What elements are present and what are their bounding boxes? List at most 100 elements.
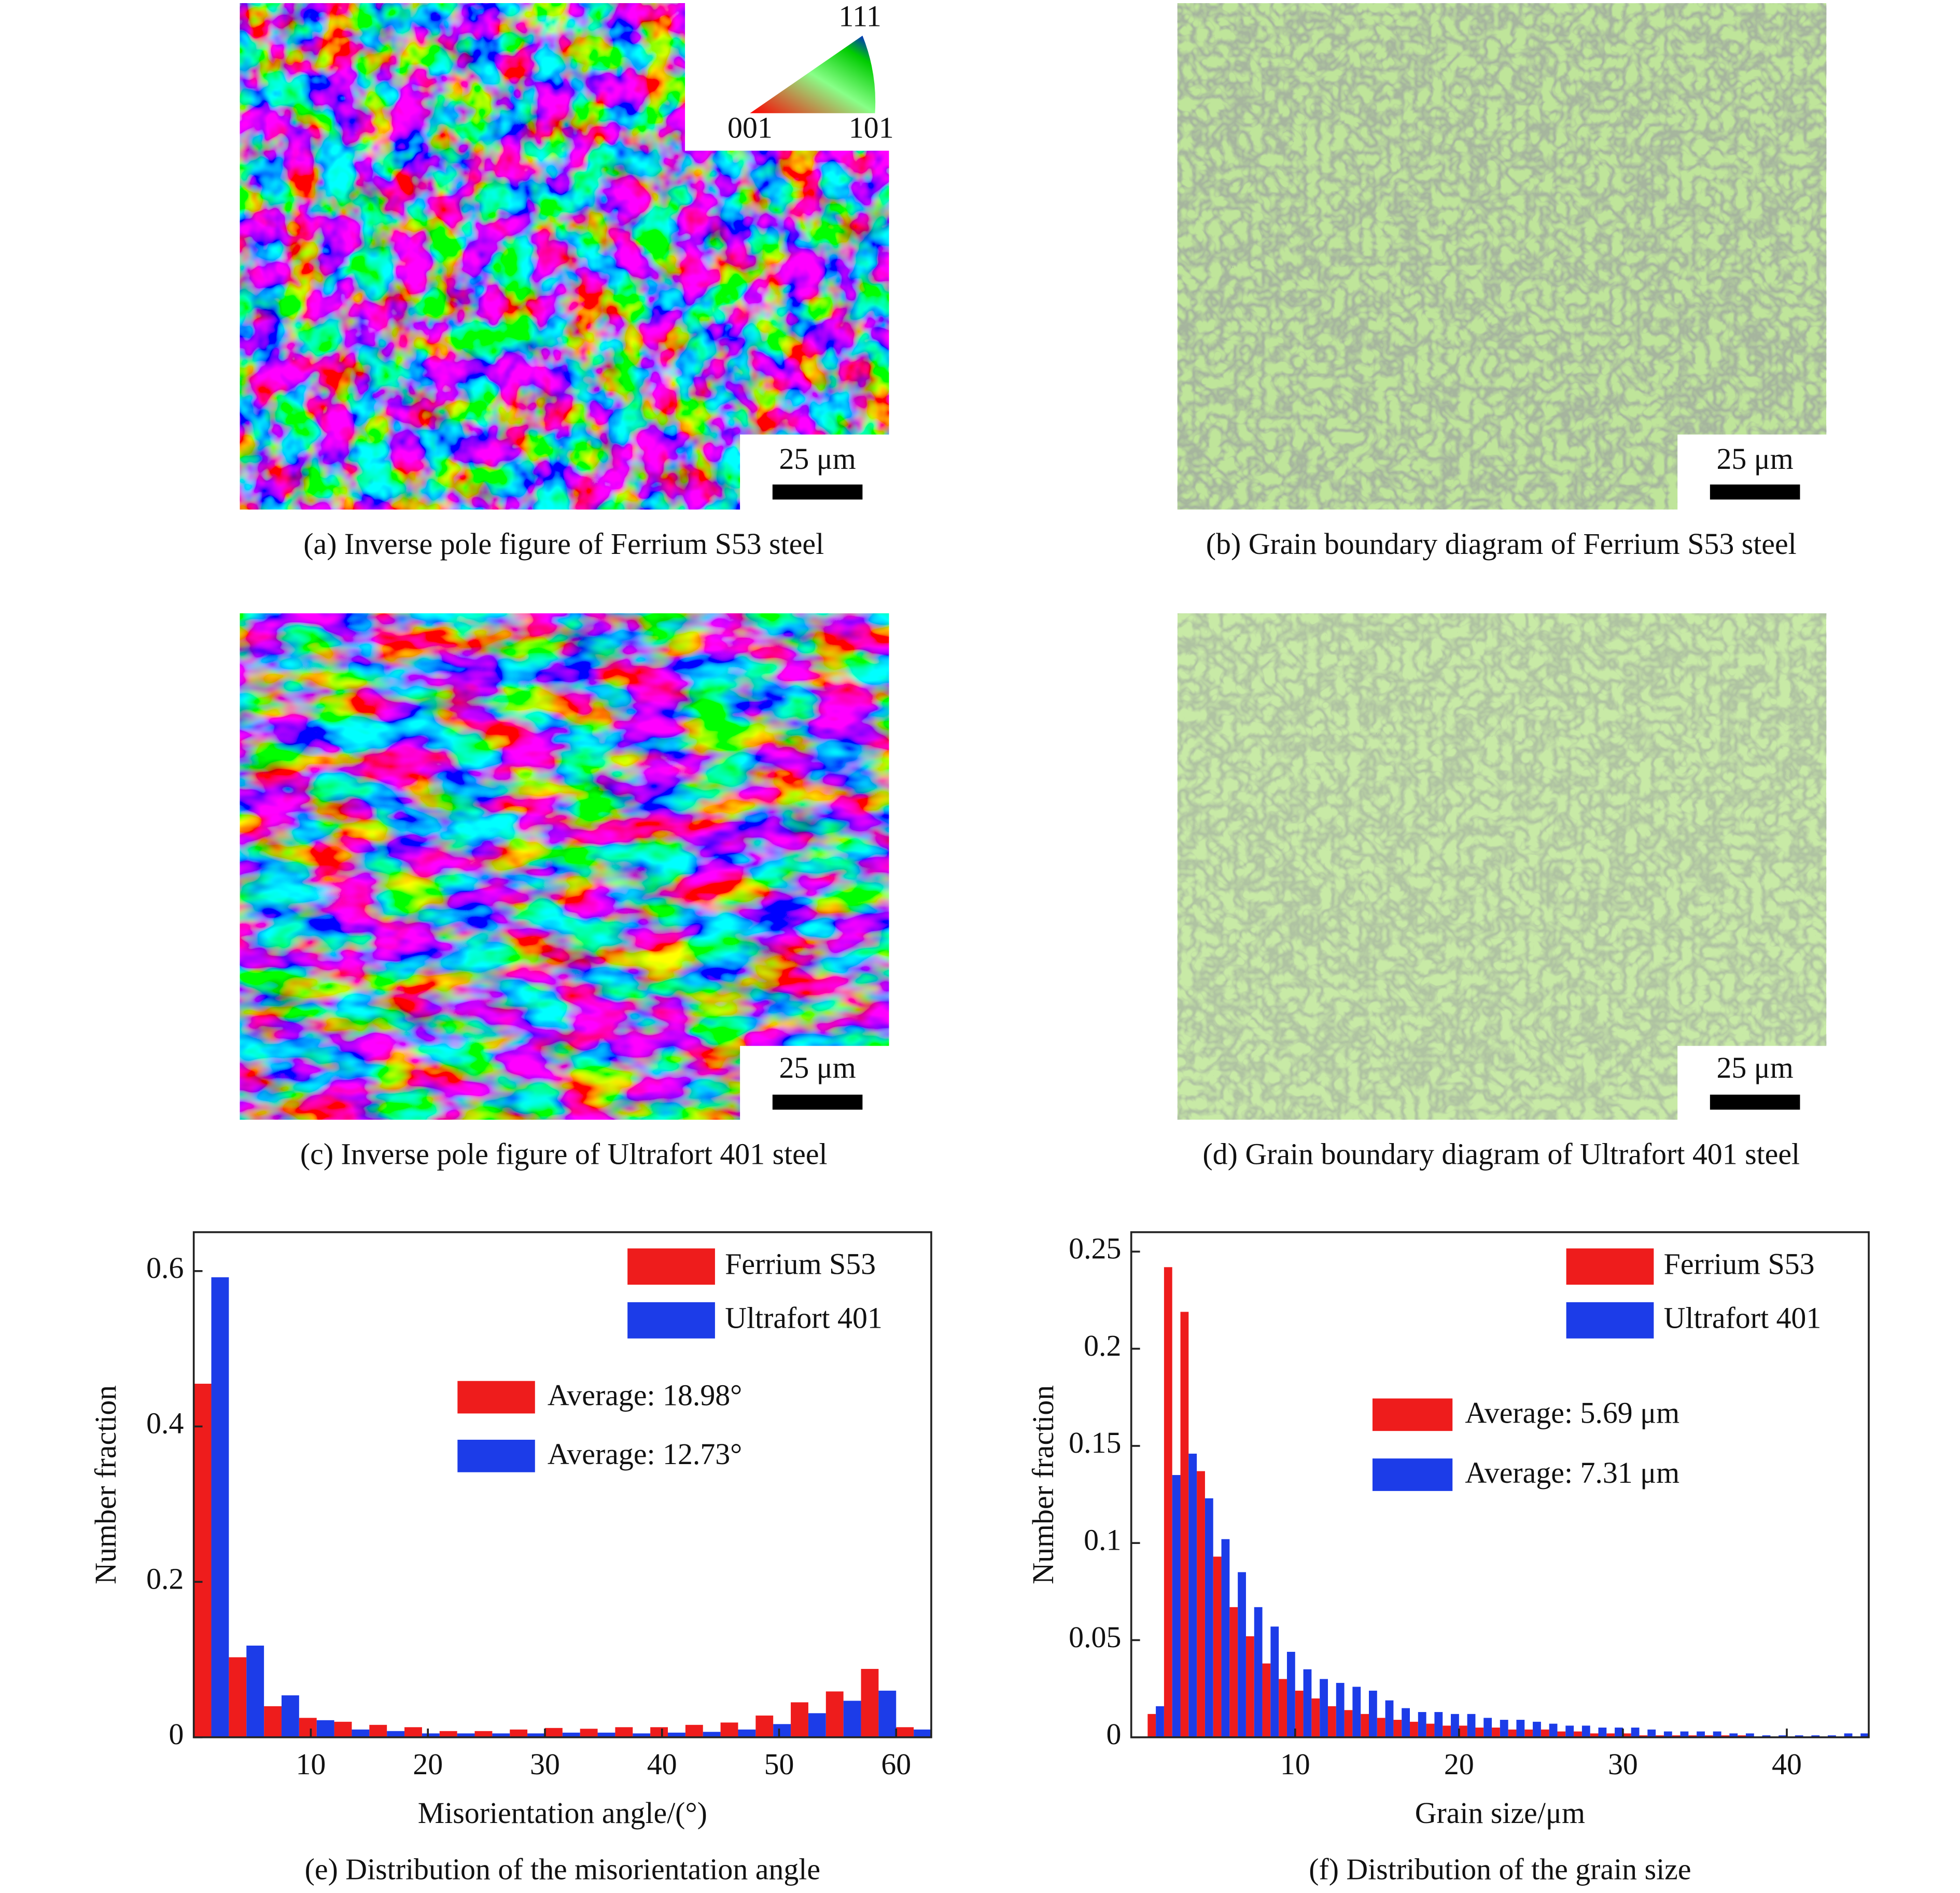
bar: [1320, 1679, 1328, 1737]
bar: [1336, 1682, 1345, 1737]
y-tick-label: 0.6: [146, 1251, 184, 1285]
x-tick-label: 30: [1608, 1747, 1638, 1781]
y-axis-label: Number fraction: [1026, 1385, 1060, 1584]
bar: [1524, 1729, 1533, 1737]
bar: [1663, 1731, 1672, 1737]
ipf-label: 001: [727, 110, 773, 144]
bar: [773, 1724, 791, 1737]
bar: [1565, 1725, 1574, 1737]
x-tick-label: 10: [296, 1747, 326, 1781]
bar: [1426, 1723, 1435, 1737]
bar: [861, 1668, 879, 1737]
bar: [755, 1715, 774, 1737]
bar: [369, 1724, 387, 1737]
annotation-swatch: [1372, 1398, 1453, 1431]
x-tick-label: 40: [1772, 1747, 1802, 1781]
bar: [896, 1727, 914, 1737]
bar: [1656, 1735, 1664, 1737]
x-tick-label: 50: [764, 1747, 794, 1781]
bar: [808, 1713, 826, 1737]
bar: [1205, 1498, 1213, 1737]
x-axis-label: Grain size/μm: [1415, 1796, 1585, 1830]
bar: [527, 1733, 545, 1737]
bar: [1156, 1706, 1164, 1737]
bar: [1680, 1731, 1689, 1737]
y-axis-label: Number fraction: [89, 1385, 122, 1584]
bar: [703, 1732, 721, 1737]
caption: (c) Inverse pole figure of Ultrafort 401…: [300, 1137, 828, 1171]
bar: [1279, 1679, 1287, 1737]
bar: [1451, 1714, 1459, 1737]
bar: [1188, 1453, 1197, 1737]
bar: [1410, 1721, 1418, 1737]
scale-bars: [772, 484, 1800, 1110]
legend-label: Ferrium S53: [725, 1247, 876, 1281]
bar: [422, 1733, 440, 1737]
x-tick-label: 20: [413, 1747, 443, 1781]
bar: [1213, 1556, 1222, 1737]
bar: [474, 1731, 493, 1737]
bar: [1533, 1721, 1541, 1737]
bar: [1762, 1735, 1771, 1737]
scale-label: 25 μm: [1716, 442, 1793, 476]
y-tick-label: 0: [169, 1717, 184, 1751]
bar: [1860, 1733, 1869, 1737]
bar: [1541, 1729, 1549, 1737]
bar: [1672, 1735, 1681, 1737]
annotation-swatch: [457, 1440, 535, 1472]
bar: [229, 1657, 247, 1737]
bar: [1844, 1733, 1853, 1737]
bar: [1172, 1475, 1181, 1737]
x-tick-label: 10: [1280, 1747, 1310, 1781]
bar: [1254, 1607, 1263, 1737]
bar: [211, 1277, 229, 1737]
bar: [1721, 1735, 1730, 1737]
annotation: Average: 12.73°: [548, 1437, 742, 1471]
bar: [1827, 1735, 1836, 1737]
annotation: Average: 5.69 μm: [1465, 1396, 1679, 1430]
bar: [1811, 1735, 1820, 1737]
x-tick-label: 30: [530, 1747, 560, 1781]
bar: [352, 1729, 370, 1737]
bar: [1500, 1720, 1508, 1737]
bar: [615, 1727, 633, 1737]
bar: [1221, 1539, 1230, 1737]
bar: [246, 1645, 264, 1737]
bar: [580, 1729, 598, 1737]
bar: [1581, 1725, 1590, 1737]
bar: [1615, 1728, 1623, 1737]
bar: [1516, 1720, 1525, 1737]
bar: [685, 1724, 703, 1737]
x-tick-label: 60: [881, 1747, 911, 1781]
bar: [1402, 1708, 1410, 1737]
bar: [1197, 1471, 1205, 1737]
bar: [1738, 1735, 1746, 1737]
bar: [1606, 1733, 1615, 1737]
bar: [1229, 1607, 1238, 1737]
bar: [1704, 1735, 1713, 1737]
legend-label: Ferrium S53: [1664, 1247, 1815, 1281]
bar: [1557, 1731, 1566, 1737]
bar: [1713, 1731, 1721, 1737]
bar: [404, 1727, 422, 1737]
bar: [1475, 1728, 1484, 1737]
chart-caption: (e) Distribution of the misorientation a…: [305, 1852, 820, 1886]
bar: [1245, 1636, 1254, 1737]
caption: (d) Grain boundary diagram of Ultrafort …: [1202, 1137, 1800, 1171]
scale-label: 25 μm: [1716, 1051, 1793, 1084]
bar: [1729, 1733, 1738, 1737]
bar: [1574, 1731, 1582, 1737]
bar: [1418, 1712, 1426, 1737]
bar: [1483, 1718, 1492, 1737]
annotation-swatch: [457, 1381, 535, 1414]
bar: [1286, 1651, 1295, 1737]
bar: [738, 1729, 756, 1737]
micrograph-a: [240, 1, 891, 510]
bar: [193, 1384, 212, 1737]
bar: [1164, 1267, 1172, 1737]
x-axis-label: Misorientation angle/(°): [418, 1796, 707, 1830]
bar: [1443, 1725, 1451, 1737]
bar: [633, 1733, 651, 1737]
caption: (b) Grain boundary diagram of Ferrium S5…: [1206, 527, 1797, 561]
bar: [1361, 1714, 1369, 1737]
